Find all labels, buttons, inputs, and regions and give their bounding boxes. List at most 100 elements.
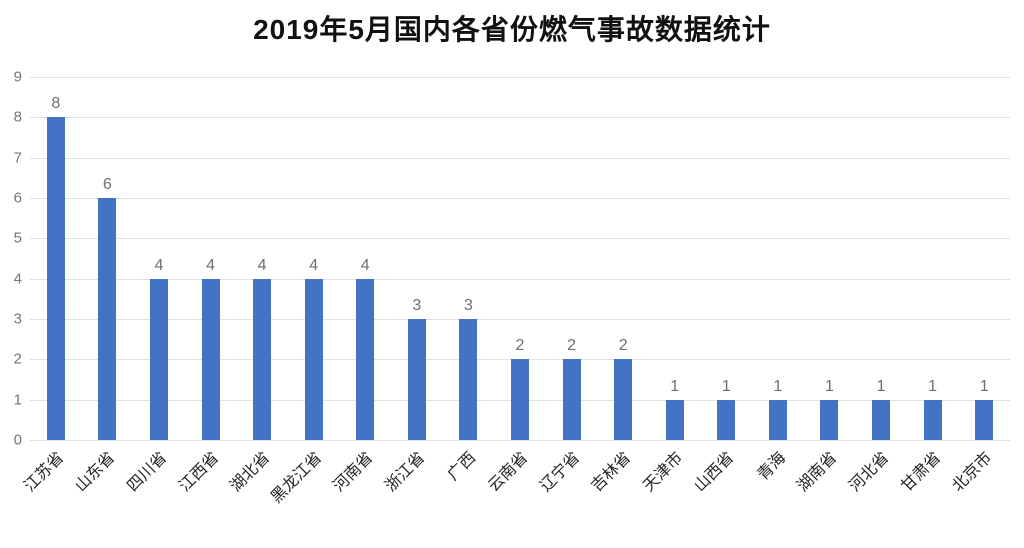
bar-value-label: 4 bbox=[360, 256, 370, 274]
bar-slot: 1 bbox=[804, 77, 856, 440]
y-axis-tick-label: 5 bbox=[13, 229, 22, 247]
x-axis-category-label: 云南省 bbox=[485, 449, 532, 496]
x-axis-category-label: 湖南省 bbox=[794, 449, 841, 496]
gridline bbox=[30, 198, 1010, 199]
bar-slot: 4 bbox=[133, 77, 185, 440]
bar-slot: 4 bbox=[339, 77, 391, 440]
bar-value-label: 1 bbox=[876, 377, 886, 395]
x-axis-category-label: 浙江省 bbox=[382, 449, 429, 496]
x-axis-category-labels: 江苏省 山东省 四川省 江西省 湖北省 黑龙江省 河南省 浙江省 广西 云南省 辽宁省 吉林省 天津市山… bbox=[21, 449, 1010, 548]
bar bbox=[46, 117, 65, 440]
bar bbox=[665, 399, 684, 440]
bar bbox=[356, 278, 375, 440]
bar bbox=[975, 399, 994, 440]
bar-value-label: 1 bbox=[670, 377, 680, 395]
bar bbox=[149, 278, 168, 440]
gridline bbox=[30, 440, 1010, 441]
bar-slot: 1 bbox=[752, 77, 804, 440]
bar bbox=[562, 359, 581, 440]
gridline bbox=[30, 117, 1010, 119]
gridline bbox=[30, 238, 1010, 240]
bar-value-label: 1 bbox=[825, 377, 834, 395]
bar bbox=[304, 278, 323, 440]
bar-value-label: 3 bbox=[463, 297, 473, 314]
bar bbox=[407, 319, 426, 440]
bar-value-label: 6 bbox=[102, 176, 112, 193]
bar-slot: 3 bbox=[443, 77, 495, 440]
x-axis-category-label: 天津市 bbox=[640, 449, 687, 496]
y-axis-tick-label: 0 bbox=[13, 431, 22, 449]
bar bbox=[98, 198, 117, 440]
x-axis-category-label: 甘肃省 bbox=[897, 449, 944, 496]
chart-title: 2019年5月国内各省份燃气事故数据统计 bbox=[253, 14, 771, 45]
x-axis-category-label: 青海 bbox=[754, 449, 790, 484]
x-axis-category-label: 黑龙江省 bbox=[267, 449, 326, 507]
bar-slot: 4 bbox=[236, 77, 288, 440]
x-axis-category-label: 吉林省 bbox=[588, 449, 635, 496]
x-axis-category-label: 广西 bbox=[445, 449, 480, 484]
x-axis-category-label: 湖北省 bbox=[227, 449, 274, 496]
x-axis-category-label: 四川省 bbox=[124, 449, 171, 496]
bar-value-label: 3 bbox=[412, 297, 422, 314]
x-axis-category-label: 河北省 bbox=[846, 449, 893, 496]
bar-value-label: 2 bbox=[567, 337, 577, 355]
bar-slot: 2 bbox=[546, 77, 598, 440]
gridline bbox=[30, 157, 1010, 159]
y-axis-tick-label: 7 bbox=[13, 149, 22, 167]
bar-value-label: 4 bbox=[154, 256, 164, 274]
bar bbox=[614, 359, 633, 440]
x-axis-category-label: 辽宁省 bbox=[536, 449, 583, 496]
bar-slot: 2 bbox=[494, 77, 546, 440]
y-axis-tick-label: 3 bbox=[13, 310, 22, 328]
bar-slot: 3 bbox=[391, 77, 443, 440]
gridline bbox=[30, 77, 1010, 78]
bar bbox=[717, 399, 736, 440]
y-axis-tick-label: 9 bbox=[13, 68, 22, 86]
bar-slot: 1 bbox=[958, 77, 1010, 440]
bar bbox=[253, 278, 272, 440]
bar-value-label: 2 bbox=[515, 337, 525, 355]
bar-value-label: 8 bbox=[51, 95, 61, 113]
bar-slot: 1 bbox=[701, 77, 753, 440]
gridline bbox=[30, 319, 1010, 320]
gridline bbox=[30, 278, 1010, 280]
bar-slot: 1 bbox=[649, 77, 701, 440]
bar-slot: 4 bbox=[185, 77, 237, 440]
bars-layer: 8 6 4 4 4 4 4 3 3 2 2 2 1 1 1 1 1 1 1 bbox=[30, 77, 1010, 440]
bar-value-label: 2 bbox=[618, 337, 628, 355]
bar-slot: 2 bbox=[597, 77, 649, 440]
bar bbox=[872, 399, 891, 440]
bar bbox=[820, 399, 839, 440]
bar-value-label: 4 bbox=[206, 256, 215, 274]
x-axis-category-label: 山西省 bbox=[691, 449, 738, 496]
bar-slot: 4 bbox=[288, 77, 340, 440]
y-axis-tick-label: 1 bbox=[13, 391, 22, 409]
x-axis-category-label: 江苏省 bbox=[21, 449, 68, 496]
x-axis-category-label: 河南省 bbox=[330, 449, 377, 496]
bar bbox=[459, 319, 478, 440]
bar-value-label: 1 bbox=[979, 377, 989, 395]
bar-value-label: 1 bbox=[928, 377, 938, 395]
bar-slot: 6 bbox=[82, 77, 134, 440]
bar-slot: 8 bbox=[30, 77, 82, 440]
y-axis-tick-label: 6 bbox=[13, 189, 22, 207]
bar-value-label: 1 bbox=[721, 377, 731, 395]
bar-value-label: 4 bbox=[309, 256, 319, 274]
bar-value-label: 4 bbox=[257, 256, 267, 274]
bar-slot: 1 bbox=[907, 77, 959, 440]
bar bbox=[201, 278, 220, 440]
x-axis-category-label: 江西省 bbox=[175, 449, 222, 496]
x-axis-category-label: 北京市 bbox=[949, 449, 996, 496]
bar bbox=[510, 359, 529, 440]
y-axis-tick-label: 4 bbox=[13, 270, 22, 288]
plot-area: 8 6 4 4 4 4 4 3 3 2 2 2 1 1 1 1 1 1 1 bbox=[30, 77, 1010, 441]
bar-slot: 1 bbox=[855, 77, 907, 440]
bar bbox=[923, 399, 942, 440]
y-axis-tick-label: 8 bbox=[13, 108, 22, 126]
x-axis-category-label: 山东省 bbox=[72, 449, 119, 496]
bar-value-label: 1 bbox=[773, 377, 783, 395]
y-axis-tick-label: 2 bbox=[13, 350, 22, 368]
bar bbox=[768, 399, 787, 440]
y-axis-tick-labels: 0 1 2 3 4 5 6 7 8 9 bbox=[0, 70, 22, 448]
